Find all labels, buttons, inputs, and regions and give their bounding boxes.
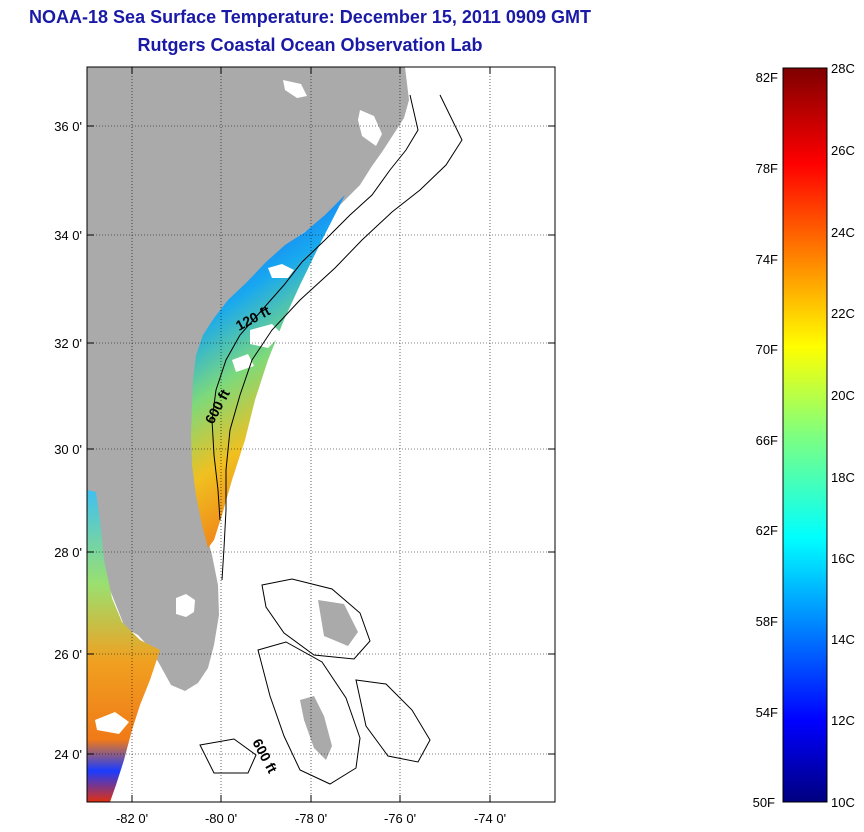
map-subtitle: Rutgers Coastal Ocean Observation Lab bbox=[137, 35, 483, 55]
colorbar-fahrenheit-labels: 82F 78F 74F 70F 66F 62F 58F 54F 50F bbox=[753, 70, 778, 810]
colorbar-c-label: 24C bbox=[831, 225, 855, 240]
map-title: NOAA-18 Sea Surface Temperature: Decembe… bbox=[29, 7, 591, 27]
colorbar bbox=[782, 67, 828, 803]
lat-tick-label: 32 0' bbox=[54, 336, 82, 351]
colorbar-c-label: 26C bbox=[831, 143, 855, 158]
colorbar-f-label: 54F bbox=[756, 705, 778, 720]
graticule bbox=[87, 67, 555, 802]
lon-tick-label: -76 0' bbox=[384, 811, 416, 826]
lat-tick-label: 34 0' bbox=[54, 228, 82, 243]
colorbar-f-label: 74F bbox=[756, 252, 778, 267]
land-mainland bbox=[87, 67, 409, 691]
colorbar-f-label: 82F bbox=[756, 70, 778, 85]
colorbar-f-label: 70F bbox=[756, 342, 778, 357]
colorbar-c-label: 10C bbox=[831, 795, 855, 810]
sst-swath-atlantic bbox=[191, 195, 345, 548]
lon-tick-label: -74 0' bbox=[474, 811, 506, 826]
colorbar-celsius-labels: 28C 26C 24C 22C 20C 18C 16C 14C 12C 10C bbox=[831, 61, 855, 810]
colorbar-c-label: 16C bbox=[831, 551, 855, 566]
lat-tick-label: 26 0' bbox=[54, 647, 82, 662]
land-bahamas bbox=[300, 600, 358, 760]
latitude-labels: 36 0' 34 0' 32 0' 30 0' 28 0' 26 0' 24 0… bbox=[54, 119, 82, 762]
map-content: 120 ft 600 ft 600 ft bbox=[87, 67, 555, 802]
map-frame bbox=[86, 66, 556, 803]
lat-tick-label: 36 0' bbox=[54, 119, 82, 134]
colorbar-c-label: 14C bbox=[831, 632, 855, 647]
frame-ticks bbox=[87, 67, 555, 802]
colorbar-c-label: 28C bbox=[831, 61, 855, 76]
colorbar-c-label: 22C bbox=[831, 306, 855, 321]
lon-tick-label: -82 0' bbox=[116, 811, 148, 826]
lon-tick-label: -78 0' bbox=[295, 811, 327, 826]
colorbar-c-label: 18C bbox=[831, 470, 855, 485]
lat-tick-label: 30 0' bbox=[54, 442, 82, 457]
lat-tick-label: 28 0' bbox=[54, 545, 82, 560]
bahamas-banks bbox=[199, 578, 431, 785]
lake-okeechobee bbox=[176, 594, 195, 617]
colorbar-f-label: 78F bbox=[756, 161, 778, 176]
colorbar-f-label: 62F bbox=[756, 523, 778, 538]
colorbar-c-label: 20C bbox=[831, 388, 855, 403]
longitude-labels: -82 0' -80 0' -78 0' -76 0' -74 0' bbox=[116, 811, 506, 826]
lat-tick-label: 24 0' bbox=[54, 747, 82, 762]
colorbar-f-label: 66F bbox=[756, 433, 778, 448]
colorbar-f-label: 50F bbox=[753, 795, 775, 810]
lon-tick-label: -80 0' bbox=[205, 811, 237, 826]
contour-label-600ft-south: 600 ft bbox=[249, 736, 280, 776]
contour-120ft bbox=[211, 94, 419, 521]
water-sounds bbox=[283, 80, 382, 146]
colorbar-f-label: 58F bbox=[756, 614, 778, 629]
contour-600ft bbox=[221, 94, 463, 581]
colorbar-c-label: 12C bbox=[831, 713, 855, 728]
